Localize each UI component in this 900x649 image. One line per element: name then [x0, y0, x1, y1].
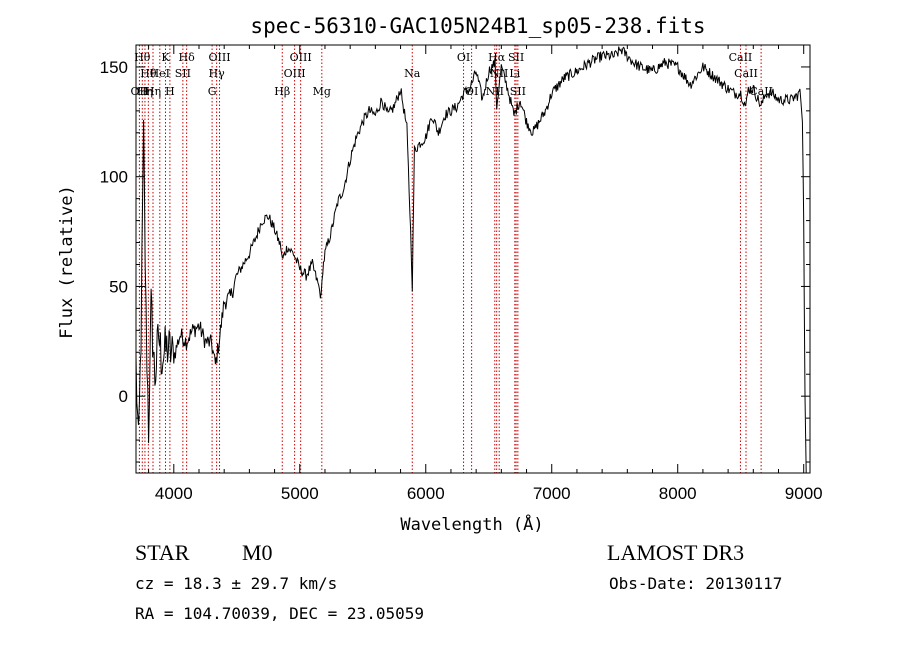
line-marker-label: H — [165, 85, 175, 98]
line-marker-label: Hθ — [134, 51, 151, 64]
line-marker-label: G — [208, 85, 217, 98]
subclass-label: M0 — [242, 540, 273, 565]
x-tick-label: 4000 — [155, 484, 193, 503]
line-marker-label: SII — [508, 51, 524, 64]
y-axis-label: Flux (relative) — [57, 185, 77, 339]
line-marker-label: Li — [509, 67, 520, 80]
line-marker-label: NII — [490, 67, 508, 80]
line-marker-label: OIII — [284, 67, 306, 80]
y-axis-ticks: 0 50 100 150 — [100, 44, 810, 463]
survey-label: LAMOST DR3 — [607, 540, 745, 565]
line-marker-label: OI — [457, 51, 470, 64]
y-tick-label: 150 — [100, 58, 128, 77]
line-marker-label: Hη — [145, 85, 161, 98]
line-marker-label: CaII — [734, 67, 758, 80]
spectrum-line — [135, 46, 807, 474]
line-marker-label: HeI — [150, 67, 170, 80]
line-marker-label: Mg — [313, 85, 331, 98]
y-tick-label: 0 — [119, 387, 128, 406]
line-marker-label: OI — [465, 85, 478, 98]
line-marker-label: Na — [404, 67, 421, 80]
x-tick-label: 9000 — [785, 484, 823, 503]
obs-date-label: Obs-Date: 20130117 — [609, 574, 783, 593]
chart-title: spec-56310-GAC105N24B1_sp05-238.fits — [250, 14, 705, 38]
line-marker-label: SII — [175, 67, 191, 80]
line-marker-label: Hγ — [209, 67, 226, 80]
x-tick-label: 5000 — [281, 484, 319, 503]
line-marker-label: OIII — [290, 51, 312, 64]
line-marker-label: CaII — [729, 51, 753, 64]
x-axis-label: Wavelength (Å) — [400, 513, 543, 535]
x-tick-label: 7000 — [533, 484, 571, 503]
line-marker-label: OII — [131, 85, 149, 98]
y-tick-label: 100 — [100, 168, 128, 187]
line-marker-label: Hβ — [274, 85, 290, 98]
plot-frame — [135, 44, 811, 474]
class-label: STAR — [135, 540, 190, 565]
spectrum-series — [135, 46, 807, 474]
y-tick-label: 50 — [109, 277, 128, 296]
line-marker-label: Hη — [137, 85, 153, 98]
line-marker-label: NII — [486, 85, 504, 98]
line-marker-label: OIII — [208, 51, 230, 64]
line-marker-label: Hα — [488, 51, 506, 64]
coordinates-label: RA = 104.70039, DEC = 23.05059 — [135, 604, 424, 623]
x-axis-ticks: 4000 5000 6000 7000 8000 9000 — [148, 45, 823, 503]
line-marker-labels: OIIHθHηHθHηHeIKHSIIHδGHγOIIIHβOIIIOIIIMg… — [131, 51, 773, 98]
line-marker-label: Hθ — [140, 67, 157, 80]
line-marker-label: Hδ — [179, 51, 196, 64]
line-marker-label: K — [161, 51, 170, 64]
x-tick-label: 6000 — [407, 484, 445, 503]
line-marker-label: SII — [510, 85, 526, 98]
line-markers — [138, 45, 762, 473]
x-tick-label: 8000 — [659, 484, 697, 503]
redshift-label: cz = 18.3 ± 29.7 km/s — [135, 574, 338, 593]
